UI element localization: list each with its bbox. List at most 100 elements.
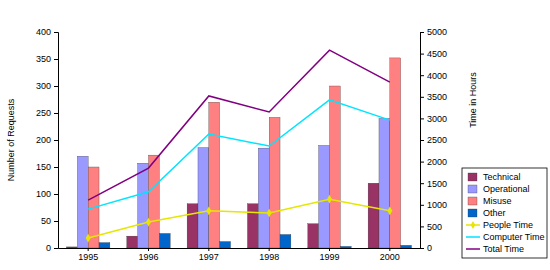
legend-label: Misuse [483,196,512,206]
tick-mark [420,54,424,55]
tick-mark [420,118,424,119]
tick-mark [420,248,424,249]
legend-label: Total Time [483,244,524,254]
tick-mark [269,248,270,251]
tick-label: 1997 [199,252,219,262]
tick: 1000 [420,200,447,210]
axis-line [59,248,421,249]
bar-series [88,58,401,248]
tick-label: 0 [427,243,432,253]
legend-swatch [466,236,480,238]
legend: TechnicalOperationalMisuseOtherPeople Ti… [462,168,547,258]
marker [146,218,151,227]
bar [187,204,198,248]
tick-mark [54,86,58,87]
tick: 4500 [420,49,447,59]
tick-mark [420,32,424,33]
tick-label: 400 [36,27,51,37]
tick: 1998 [259,248,279,262]
tick-label: 500 [427,222,442,232]
legend-swatch [468,197,477,205]
y-axis-title: Number of Requests [6,98,16,181]
tick: 500 [420,222,442,232]
bar-series [99,233,412,248]
tick: 1995 [78,248,98,262]
bar [209,102,220,248]
legend-label: Other [483,208,506,218]
bar [258,148,269,248]
tick-mark [420,140,424,141]
legend-box [462,168,547,258]
tick: 5000 [420,27,447,37]
tick: 1500 [420,179,447,189]
legend-swatch [468,173,477,181]
tick-label: 2000 [380,252,400,262]
tick-mark [420,226,424,227]
tick-label: 1999 [319,252,339,262]
tick-mark [420,183,424,184]
marker [206,206,211,215]
bar-series [77,118,390,248]
tick-mark [54,167,58,168]
tick-label: 1995 [78,252,98,262]
bar [247,204,258,248]
line [88,50,390,200]
tick: 250 [36,108,58,118]
legend-swatch [468,209,477,217]
tick-mark [54,59,58,60]
bar [159,233,170,248]
legend-swatch [466,248,480,250]
tick: 4000 [420,71,447,81]
tick: 1999 [319,248,339,262]
tick-label: 0 [46,243,51,253]
legend-label: Technical [483,172,521,182]
tick: 300 [36,81,58,91]
y-axis: 050100150200250300350400 [36,27,59,253]
bar [280,235,291,249]
tick: 200 [36,135,58,145]
tick-label: 4000 [427,71,447,81]
y2-axis: 0500100015002000250030003500400045005000 [420,27,447,253]
bar [66,247,77,248]
tick-mark [54,194,58,195]
tick: 2000 [380,248,400,262]
tick-label: 5000 [427,27,447,37]
tick: 400 [36,27,58,37]
tick-label: 1000 [427,200,447,210]
y2-axis-title: Time in Hours [468,72,478,128]
tick-label: 4500 [427,49,447,59]
marker [327,195,332,204]
axis-line [421,33,425,249]
tick: 0 [46,243,58,253]
tick: 3000 [420,114,447,124]
legend-marker [471,221,476,229]
tick: 150 [36,162,58,172]
tick: 1996 [138,248,158,262]
tick-mark [54,140,58,141]
tick-label: 1500 [427,179,447,189]
tick-mark [389,248,390,251]
tick-label: 2000 [427,157,447,167]
tick: 100 [36,189,58,199]
tick-label: 100 [36,189,51,199]
marker [267,209,272,218]
tick-label: 200 [36,135,51,145]
bar [379,118,390,248]
tick-mark [420,205,424,206]
axis-line [54,33,59,249]
tick-label: 250 [36,108,51,118]
tick-label: 350 [36,54,51,64]
bar [149,155,160,248]
tick-label: 1996 [138,252,158,262]
bar [99,243,110,248]
tick-label: 1998 [259,252,279,262]
bar [330,86,341,248]
tick-label: 2500 [427,135,447,145]
tick-label: 3000 [427,114,447,124]
tick-mark [54,221,58,222]
bar [390,58,401,248]
tick-mark [208,248,209,251]
plot-marks [66,50,411,248]
bar [319,145,330,248]
bar [401,245,412,248]
